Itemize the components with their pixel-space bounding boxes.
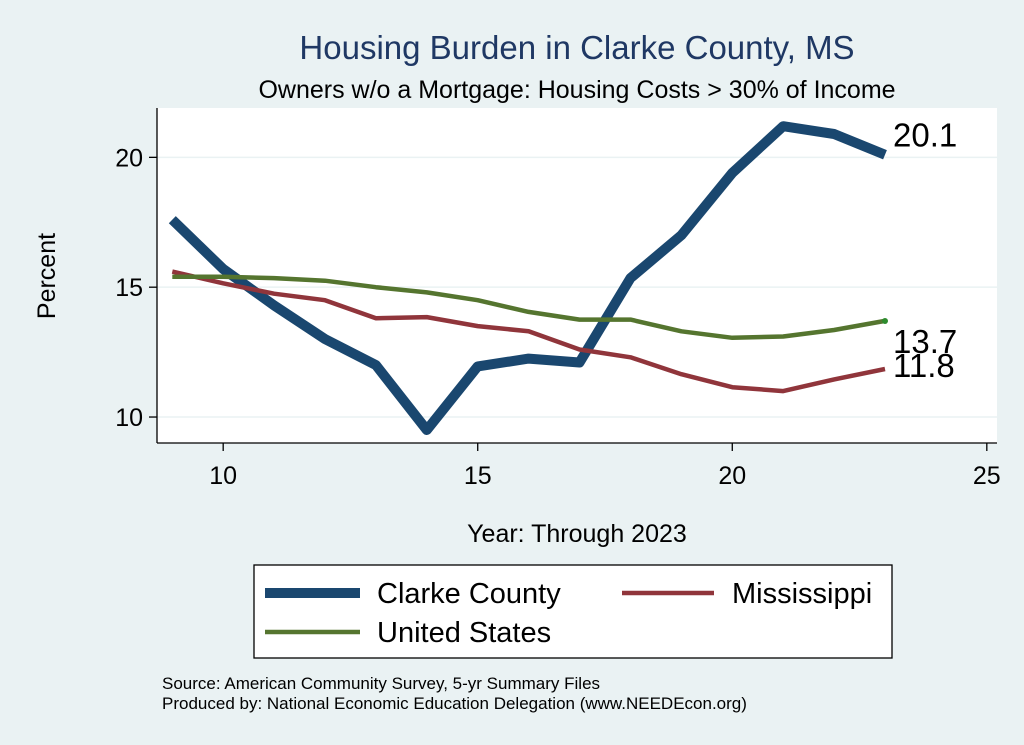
series-line-united-states <box>172 274 886 341</box>
gridlines <box>157 156 997 418</box>
legend: Clarke County Mississippi United States <box>265 578 872 649</box>
end-label-clarke-county: 20.1 <box>893 117 957 154</box>
series-endpoint-marker <box>882 317 888 324</box>
plot-area <box>157 108 997 443</box>
end-label-mississippi: 11.8 <box>893 347 955 384</box>
producer-note: Produced by: National Economic Education… <box>162 694 747 713</box>
x-axis-title: Year: Through 2023 <box>467 520 687 548</box>
x-tick-label: 15 <box>464 462 492 490</box>
legend-box <box>253 564 893 659</box>
y-axis-title: Percent <box>33 233 61 319</box>
chart-title: Housing Burden in Clarke County, MS <box>299 29 854 66</box>
source-note: Source: American Community Survey, 5-yr … <box>162 674 600 693</box>
legend-label-united-states: United States <box>377 617 551 649</box>
x-tick-label: 10 <box>209 462 237 490</box>
legend-label-mississippi: Mississippi <box>732 578 872 610</box>
series-line-clarke-county <box>168 121 887 435</box>
y-ticks: 10 15 20 <box>115 144 157 432</box>
y-tick-label: 15 <box>115 274 143 302</box>
series-lines <box>168 121 887 435</box>
y-tick-label: 10 <box>115 404 143 432</box>
x-ticks: 10 15 20 25 <box>209 443 1001 490</box>
series-line-mississippi <box>171 269 886 394</box>
chart-subtitle: Owners w/o a Mortgage: Housing Costs > 3… <box>258 76 895 104</box>
legend-label-clarke-county: Clarke County <box>377 578 561 610</box>
end-labels: 20.1 11.813.7 <box>882 117 957 384</box>
x-tick-label: 20 <box>718 462 746 490</box>
y-tick-label: 20 <box>115 144 143 172</box>
x-tick-label: 25 <box>973 462 1001 490</box>
end-label-united-states: 13.7 <box>893 323 957 360</box>
